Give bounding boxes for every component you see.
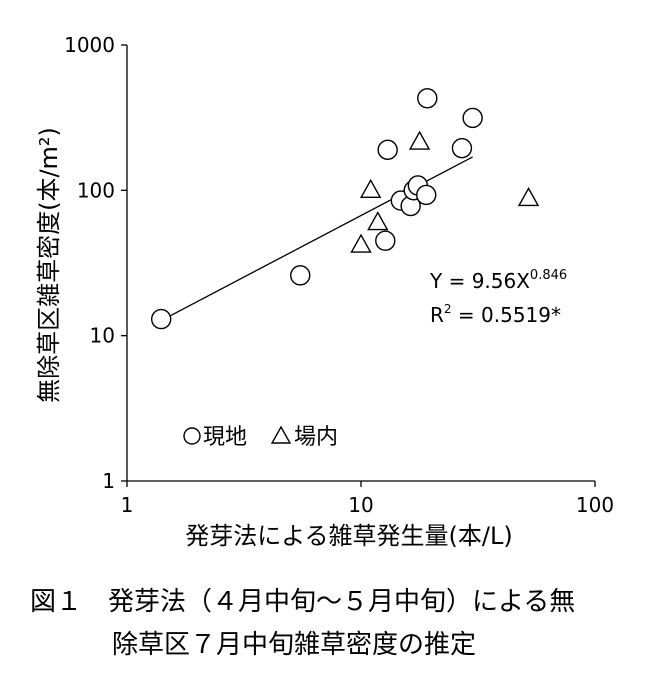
figure-caption-line2: 除草区７月中旬雑草密度の推定 (112, 630, 477, 660)
x-tick-label: 100 (576, 493, 614, 517)
circle-point (377, 139, 398, 161)
y-tick-label: 1 (102, 469, 115, 493)
circle-point (451, 137, 473, 159)
legend-label-genchi: 現地 (203, 425, 247, 450)
legend-triangle-marker (270, 425, 292, 444)
equation-text: Y = 9.56X (429, 269, 530, 293)
r2-label: R (430, 303, 444, 327)
circle-point (462, 107, 483, 129)
legend: 現地 場内 (183, 425, 338, 450)
svg-text:R2 = 0.5519*: R2 = 0.5519* (430, 302, 561, 327)
figure-caption-line1: 図１ 発芽法（４月中旬～５月中旬）による無 (30, 587, 576, 617)
circle-point (290, 265, 311, 286)
y-tick-label: 100 (77, 178, 115, 202)
circle-point (150, 308, 172, 330)
axes (126, 45, 595, 482)
equation-annotation: Y = 9.56X0.846 R2 = 0.5519* (429, 268, 567, 327)
equation-exponent: 0.846 (530, 268, 567, 283)
scatter-chart: 1 10 100 1 10 100 1000 発芽法による雑草発生量(本/L) 無除草区雑草… (35, 33, 614, 550)
legend-circle-marker (183, 427, 201, 445)
x-tick-label: 10 (348, 493, 373, 517)
triangle-point (408, 130, 431, 150)
r2-value: = 0.5519* (452, 303, 561, 327)
data-points (150, 88, 540, 330)
y-axis-label: 無除草区雑草密度(本/m²) (35, 127, 63, 403)
circle-point (375, 230, 396, 251)
x-tick-label: 1 (121, 493, 134, 517)
triangle-point (367, 211, 389, 231)
y-tick-label: 10 (90, 324, 115, 348)
triangle-point (350, 233, 372, 253)
svg-text:Y = 9.56X0.846: Y = 9.56X0.846 (429, 268, 567, 293)
r2-superscript: 2 (444, 302, 452, 316)
circle-point (416, 184, 437, 206)
triangle-point (359, 178, 382, 199)
ticks: 1 10 100 1 10 100 1000 (64, 33, 614, 517)
legend-label-jonai: 場内 (294, 425, 338, 450)
triangle-point (517, 186, 540, 207)
circle-point (417, 88, 438, 109)
y-tick-label: 1000 (64, 33, 115, 57)
x-axis-label: 発芽法による雑草発生量(本/L) (185, 522, 512, 550)
